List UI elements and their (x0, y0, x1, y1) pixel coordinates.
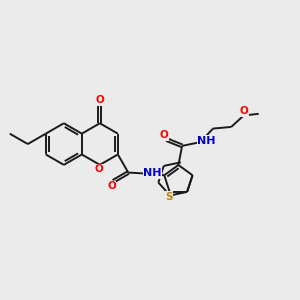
Text: S: S (165, 192, 173, 202)
Text: O: O (94, 164, 103, 174)
Text: O: O (95, 95, 104, 105)
Text: O: O (107, 181, 116, 191)
Text: O: O (240, 106, 249, 116)
Text: NH: NH (197, 136, 216, 146)
Text: O: O (160, 130, 169, 140)
Text: NH: NH (143, 168, 162, 178)
